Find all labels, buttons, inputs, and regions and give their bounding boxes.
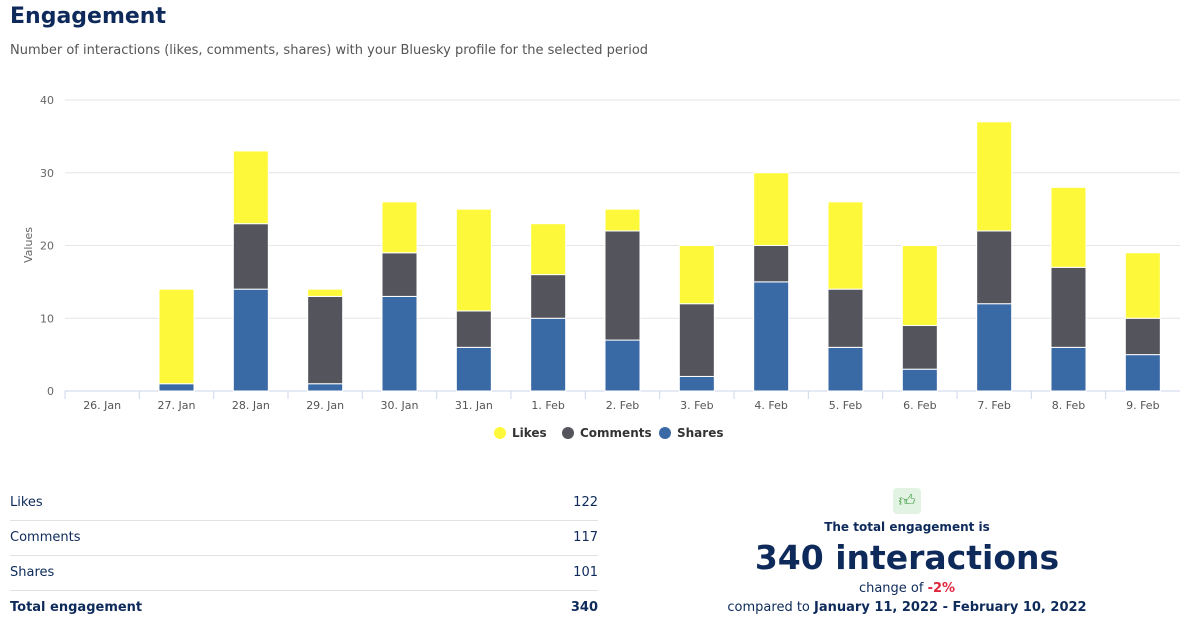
x-tick-label: 28. Jan — [232, 399, 270, 412]
bar-likes — [753, 172, 790, 246]
legend-label-likes: Likes — [512, 426, 547, 440]
x-tick-label: 7. Feb — [977, 399, 1010, 412]
bar-likes — [1050, 186, 1087, 268]
bar-shares — [530, 317, 567, 392]
bar-shares — [381, 295, 418, 392]
bar-comments — [604, 230, 641, 341]
bar-shares — [976, 303, 1013, 392]
bar-likes — [381, 201, 418, 254]
x-tick-label: 3. Feb — [680, 399, 713, 412]
engagement-chart: 0 10 20 30 40 Values 26. Jan 27. Jan 28. Jan 29. … — [22, 94, 1180, 440]
bar-likes — [530, 223, 567, 276]
bar-likes — [901, 245, 938, 327]
y-tick-label: 20 — [40, 240, 54, 253]
row-label: Total engagement — [10, 600, 143, 615]
bar-comments — [753, 245, 790, 283]
bar-shares — [307, 383, 344, 392]
table-row-total: Total engagement 340 — [10, 591, 598, 625]
x-tick-label: 31. Jan — [455, 399, 493, 412]
summary-lead: The total engagement is — [824, 520, 990, 534]
bar-likes — [976, 121, 1013, 232]
bar-shares — [827, 346, 864, 392]
bar-comments — [678, 303, 715, 377]
bar-shares — [158, 383, 195, 392]
x-tick-label: 30. Jan — [381, 399, 419, 412]
page-subtitle: Number of interactions (likes, comments,… — [10, 43, 649, 58]
y-tick-label: 0 — [47, 385, 54, 398]
x-tick-label: 5. Feb — [829, 399, 862, 412]
engagement-table: Likes 122 Comments 117 Shares 101 Total eng… — [10, 486, 598, 625]
y-axis-label: Values — [22, 227, 35, 263]
bar-comments — [901, 325, 938, 370]
x-tick-label: 6. Feb — [903, 399, 936, 412]
compare-prefix: compared to — [727, 600, 810, 615]
legend-marker-comments — [562, 427, 574, 439]
x-tick-label: 9. Feb — [1126, 399, 1159, 412]
bar-likes — [1124, 252, 1161, 319]
bar-comments — [1124, 317, 1161, 356]
bar-likes — [455, 208, 492, 312]
compare-period: January 11, 2022 - February 10, 2022 — [814, 600, 1087, 615]
row-label: Comments — [10, 530, 81, 545]
x-tick-label: 8. Feb — [1052, 399, 1085, 412]
change-value: -2% — [927, 581, 956, 596]
bar-shares — [678, 375, 715, 392]
x-tick-label: 1. Feb — [531, 399, 564, 412]
x-tick-label: 29. Jan — [306, 399, 344, 412]
legend-marker-likes — [494, 427, 506, 439]
bar-comments — [827, 288, 864, 348]
bar-comments — [976, 230, 1013, 305]
bar-comments — [232, 223, 269, 290]
bar-comments — [307, 295, 344, 385]
bar-comments — [381, 252, 418, 297]
bar-comments — [530, 274, 567, 319]
bar-shares — [232, 288, 269, 392]
legend-marker-shares — [659, 427, 671, 439]
page-title: Engagement — [10, 4, 166, 29]
bar-comments — [455, 310, 492, 348]
bar-likes — [158, 288, 195, 385]
x-tick-label: 26. Jan — [83, 399, 121, 412]
x-tick-label: 4. Feb — [754, 399, 787, 412]
summary-total: 340 interactions — [754, 538, 1060, 577]
row-value: 122 — [573, 495, 598, 510]
x-tick-label: 27. Jan — [158, 399, 196, 412]
bar-likes — [678, 245, 715, 305]
bar-likes — [827, 201, 864, 290]
row-label: Shares — [10, 565, 55, 580]
bar-shares — [753, 281, 790, 392]
y-tick-label: 40 — [40, 94, 54, 107]
bar-shares — [455, 346, 492, 392]
row-value: 101 — [573, 565, 598, 580]
bar-likes — [307, 288, 344, 297]
table-row-comments: Comments 117 — [10, 521, 598, 556]
row-value: 340 — [570, 600, 598, 615]
legend-label-shares: Shares — [677, 426, 723, 440]
engagement-summary: 👍︎ The total engagement is 340 interacti… — [700, 488, 1114, 615]
bar-shares — [1050, 346, 1087, 392]
bar-shares — [1124, 354, 1161, 392]
y-tick-label: 30 — [40, 167, 54, 180]
summary-compare: compared to January 11, 2022 - February … — [700, 600, 1114, 615]
row-label: Likes — [10, 495, 43, 510]
x-tick-label: 2. Feb — [606, 399, 639, 412]
y-tick-label: 10 — [40, 312, 54, 325]
bar-likes — [604, 208, 641, 232]
summary-change: change of -2% — [700, 581, 1114, 596]
bar-comments — [1050, 266, 1087, 348]
row-value: 117 — [573, 530, 598, 545]
table-row-shares: Shares 101 — [10, 556, 598, 591]
bar-shares — [901, 368, 938, 392]
thumbs-up-icon: 👍︎ — [893, 488, 921, 514]
legend-label-comments: Comments — [580, 426, 652, 440]
table-row-likes: Likes 122 — [10, 486, 598, 521]
bar-shares — [604, 339, 641, 392]
bar-likes — [232, 150, 269, 225]
change-prefix: change of — [858, 581, 924, 596]
